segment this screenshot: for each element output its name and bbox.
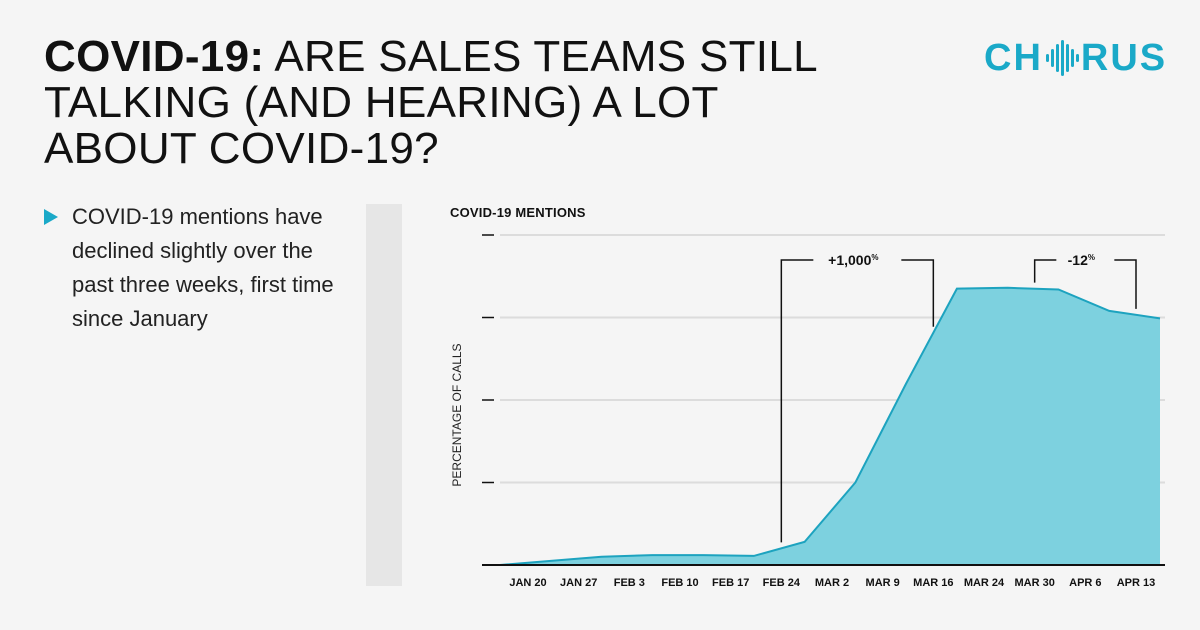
x-tick-label: JAN 27 xyxy=(560,577,597,589)
title-rest: ARE SALES TEAMS STILL TALKING (AND HEARI… xyxy=(44,32,817,173)
key-finding: COVID-19 mentions have declined slightly… xyxy=(44,200,344,336)
x-tick-label: FEB 10 xyxy=(661,577,698,589)
soundwave-icon xyxy=(1045,40,1079,76)
logo-text-right: RUS xyxy=(1080,36,1168,79)
page-title: COVID-19: ARE SALES TEAMS STILL TALKING … xyxy=(44,34,864,172)
key-finding-text: COVID-19 mentions have declined slightly… xyxy=(72,204,334,331)
annotation-bracket-right xyxy=(901,259,935,327)
annotation-bracket-left xyxy=(780,259,814,543)
x-tick-label: APR 13 xyxy=(1117,577,1156,589)
x-tick-label: MAR 2 xyxy=(815,577,849,589)
annotation-label: -12% xyxy=(1068,252,1095,268)
y-axis-label: PERCENTAGE OF CALLS xyxy=(450,343,464,486)
annotation-bracket-left xyxy=(1033,259,1057,283)
chorus-logo: CH RUS xyxy=(984,36,1168,79)
x-tick-label: FEB 3 xyxy=(614,577,645,589)
annotation-bracket-right xyxy=(1114,259,1137,309)
area-fill xyxy=(500,287,1160,565)
annotation-suffix: % xyxy=(1088,253,1095,262)
x-tick-label: MAR 9 xyxy=(866,577,900,589)
x-tick-label: APR 6 xyxy=(1069,577,1101,589)
title-highlight: COVID-19: xyxy=(44,32,265,81)
triangle-right-icon xyxy=(44,209,58,225)
x-tick-label: MAR 24 xyxy=(964,577,1005,589)
x-tick-label: FEB 24 xyxy=(763,577,801,589)
series-line xyxy=(499,286,1161,566)
logo-text-left: CH xyxy=(984,36,1043,79)
x-tick-label: JAN 20 xyxy=(509,577,546,589)
chart-title: COVID-19 MENTIONS xyxy=(450,205,586,220)
divider-bar xyxy=(366,204,402,586)
annotation-label: +1,000% xyxy=(828,252,878,268)
annotation-suffix: % xyxy=(871,253,878,262)
x-tick-label: FEB 17 xyxy=(712,577,749,589)
x-tick-label: MAR 30 xyxy=(1014,577,1054,589)
x-tick-label: MAR 16 xyxy=(913,577,953,589)
